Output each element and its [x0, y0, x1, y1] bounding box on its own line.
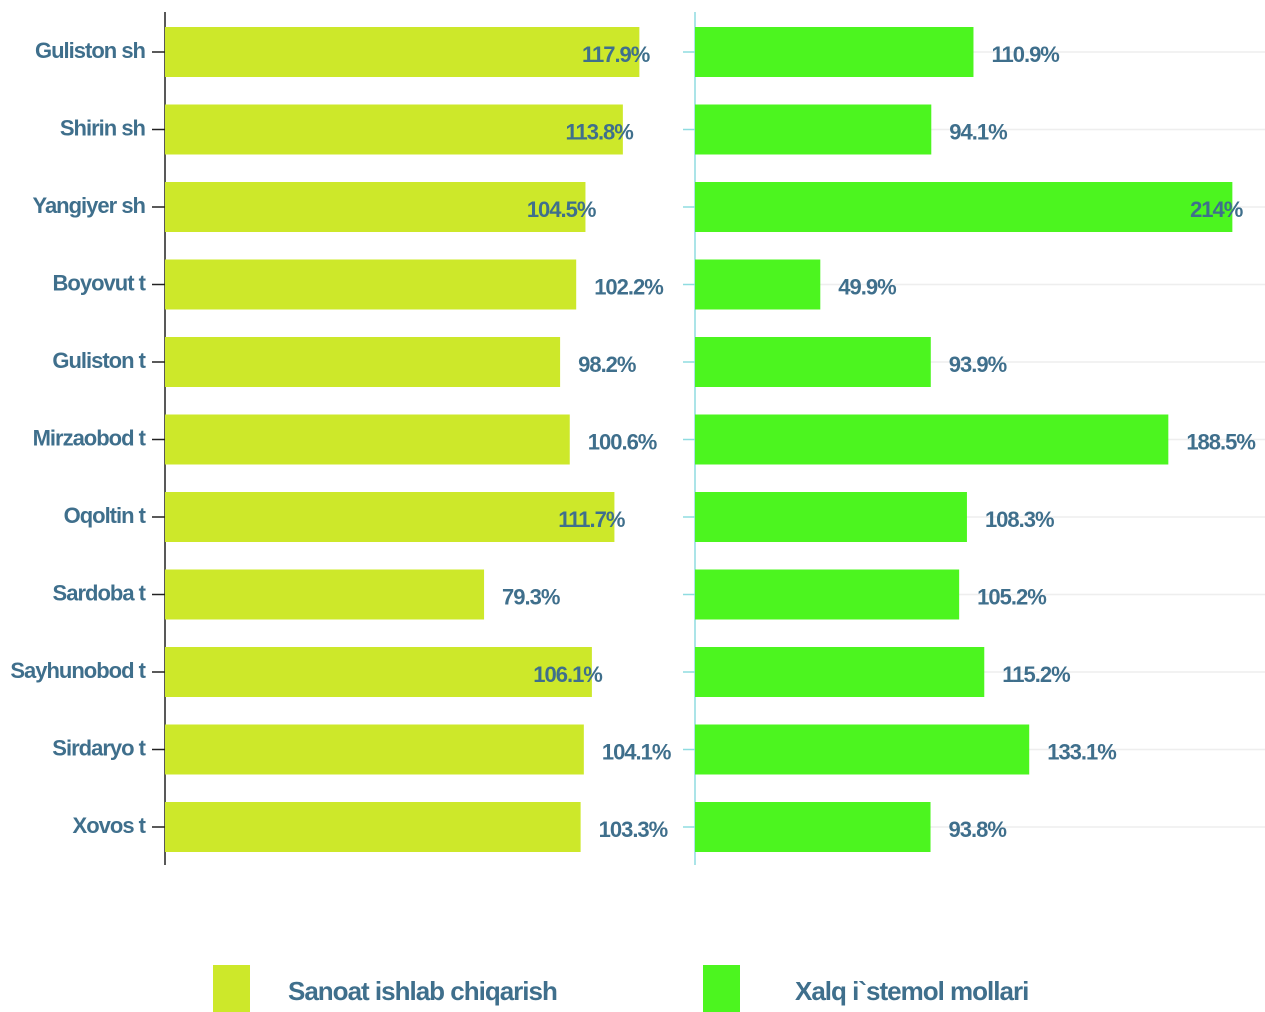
- bar: [695, 414, 1169, 465]
- bar: [695, 802, 931, 852]
- bar: [165, 104, 623, 155]
- value-label: 100.6%: [588, 429, 657, 454]
- value-label: 93.9%: [949, 352, 1007, 377]
- value-label: 113.8%: [565, 119, 633, 144]
- category-label: Shirin sh: [60, 115, 146, 140]
- bar: [165, 492, 615, 542]
- bar: [165, 569, 485, 620]
- value-label: 102.2%: [594, 274, 663, 299]
- bar: [165, 724, 584, 775]
- value-label: 115.2%: [1002, 662, 1070, 687]
- value-label: 133.1%: [1047, 739, 1116, 764]
- category-label: Oqoltin t: [64, 503, 147, 528]
- category-label: Yangiyer sh: [32, 193, 145, 218]
- value-label: 110.9%: [991, 42, 1059, 67]
- value-label: 104.5%: [527, 197, 596, 222]
- category-label: Sardoba t: [53, 580, 147, 605]
- category-label: Boyovut t: [53, 270, 147, 295]
- legend-label: Xalq i`stemol mollari: [795, 976, 1028, 1006]
- value-label: 94.1%: [949, 119, 1007, 144]
- value-label: 104.1%: [602, 739, 671, 764]
- category-label: Sirdaryo t: [52, 735, 146, 760]
- bar: [165, 337, 561, 387]
- bar: [695, 182, 1233, 232]
- bar: [695, 27, 974, 77]
- bar: [165, 647, 592, 697]
- value-label: 98.2%: [578, 352, 636, 377]
- category-label: Guliston sh: [35, 38, 146, 63]
- value-label: 108.3%: [985, 507, 1054, 532]
- bar: [695, 337, 931, 387]
- legend-swatch: [703, 965, 740, 1012]
- value-label: 79.3%: [502, 584, 560, 609]
- value-label: 188.5%: [1186, 429, 1255, 454]
- category-label: Guliston t: [52, 348, 146, 373]
- bar: [695, 104, 932, 155]
- value-label: 93.8%: [949, 817, 1007, 842]
- bar: [695, 569, 960, 620]
- bar: [695, 647, 985, 697]
- value-label: 111.7%: [558, 507, 625, 532]
- bar: [695, 259, 821, 310]
- value-label: 49.9%: [838, 274, 896, 299]
- value-label: 117.9%: [582, 42, 650, 67]
- bar: [165, 802, 581, 852]
- legend-label: Sanoat ishlab chiqarish: [288, 976, 557, 1006]
- category-label: Mirzaobod t: [33, 425, 147, 450]
- bar: [165, 259, 577, 310]
- value-label: 214%: [1190, 197, 1243, 222]
- legend-swatch: [213, 965, 250, 1012]
- bar: [695, 492, 967, 542]
- category-label: Xovos t: [73, 813, 147, 838]
- category-label: Sayhunobod t: [10, 658, 146, 683]
- value-label: 103.3%: [599, 817, 668, 842]
- value-label: 105.2%: [977, 584, 1046, 609]
- bar: [695, 724, 1030, 775]
- bar: [165, 414, 570, 465]
- bar: [165, 27, 640, 77]
- bar: [165, 182, 586, 232]
- value-label: 106.1%: [533, 662, 602, 687]
